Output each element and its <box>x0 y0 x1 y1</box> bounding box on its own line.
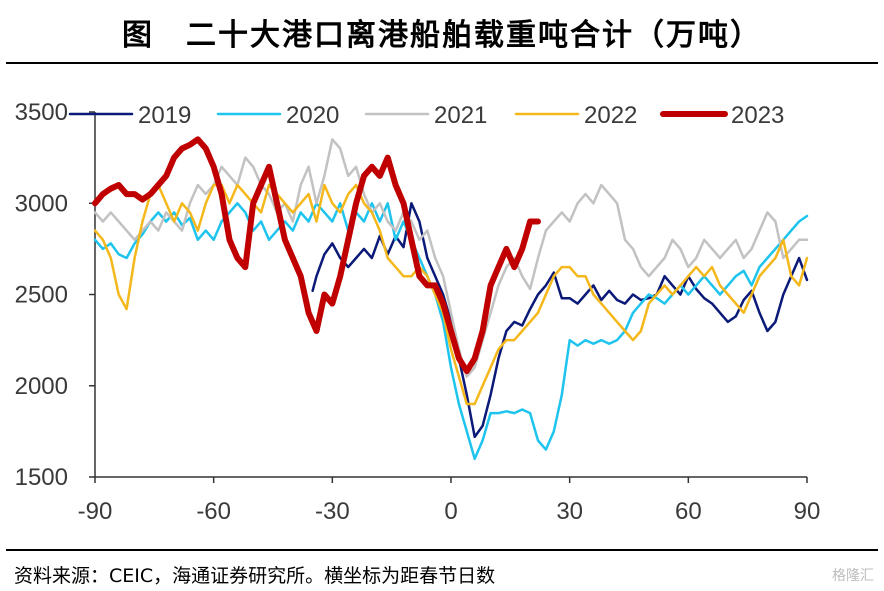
chart-title: 图 二十大港口离港船舶载重吨合计（万吨） <box>122 18 762 53</box>
x-tick-label: 30 <box>556 498 583 525</box>
y-tick-label: 2500 <box>15 282 68 309</box>
x-tick-label: -90 <box>78 498 113 525</box>
top-rule <box>6 62 878 64</box>
legend-label-2022: 2022 <box>584 102 637 129</box>
series-line-2019 <box>311 202 809 439</box>
x-tick-label: -30 <box>315 498 350 525</box>
x-tick-label: 60 <box>675 498 702 525</box>
y-tick-label: 1500 <box>15 464 68 491</box>
legend-label-2019: 2019 <box>138 102 191 129</box>
y-tick-label: 3500 <box>15 99 68 126</box>
legend-label-2020: 2020 <box>286 102 339 129</box>
y-tick-label: 3000 <box>15 190 68 217</box>
legend: 2019 2020 2021 2022 2023 <box>68 102 784 129</box>
series-line-2020 <box>93 202 809 461</box>
x-tick-label: 90 <box>794 498 821 525</box>
x-tick-label: -60 <box>196 498 231 525</box>
title-bar: 图 二十大港口离港船舶载重吨合计（万吨） <box>0 0 884 62</box>
axes: 1500 2000 2500 3000 3500 -90 -60 -30 0 30 60 90 <box>15 99 821 525</box>
bottom-rule <box>6 549 878 551</box>
line-chart: 1500 2000 2500 3000 3500 -90 -60 -30 0 30 60 90 201… <box>15 99 821 525</box>
legend-label-2023: 2023 <box>731 102 784 129</box>
series-line-2023 <box>92 136 541 375</box>
series-line-2022 <box>93 183 809 406</box>
series-layer <box>92 136 809 461</box>
x-tick-label: 0 <box>444 498 457 525</box>
legend-label-2021: 2021 <box>434 102 487 129</box>
watermark: 格隆汇 <box>832 568 874 584</box>
source-note: 资料来源：CEIC，海通证券研究所。横坐标为距春节日数 <box>14 565 496 587</box>
y-tick-label: 2000 <box>15 373 68 400</box>
